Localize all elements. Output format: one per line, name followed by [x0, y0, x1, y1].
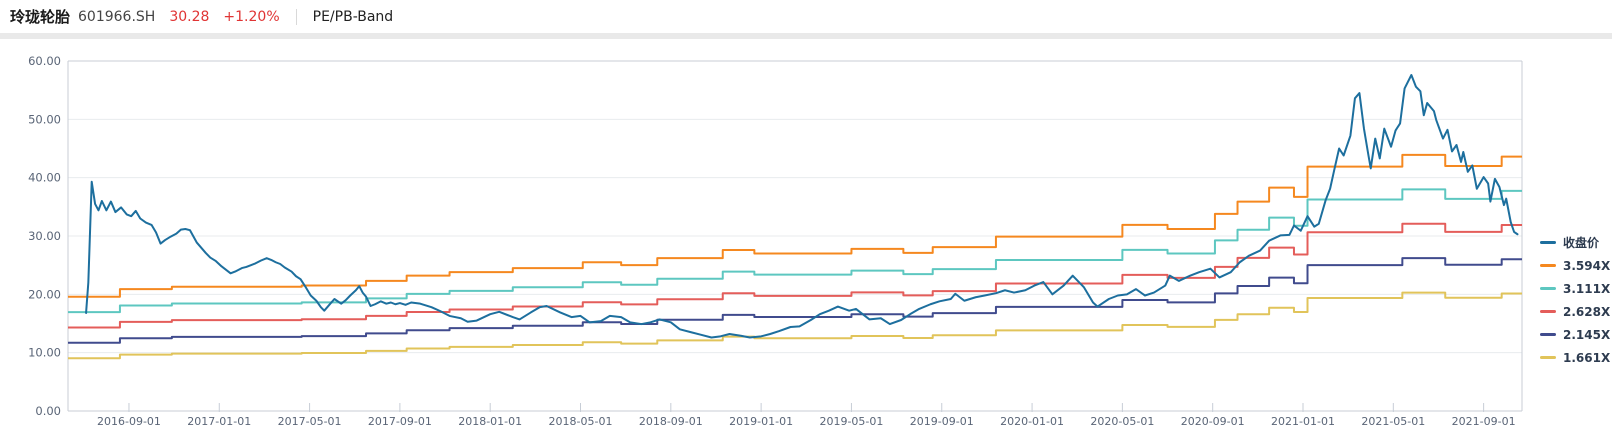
header-separator-band [0, 33, 1612, 39]
x-axis-tick-label: 2017-09-01 [368, 415, 432, 428]
stock-change-percent: +1.20% [223, 8, 280, 25]
x-axis-tick-label: 2020-01-01 [1000, 415, 1064, 428]
header-bar: 玲珑轮胎 601966.SH 30.28 +1.20% PE/PB-Band [0, 0, 1612, 33]
legend-item-band-4[interactable]: 1.661X [1540, 346, 1612, 369]
legend-item-close[interactable]: 收盘价 [1540, 231, 1612, 254]
x-axis-tick-label: 2021-09-01 [1452, 415, 1516, 428]
y-axis-tick-label: 30.00 [28, 229, 61, 243]
band-1661x-swatch [1540, 356, 1556, 359]
y-axis-tick-label: 60.00 [28, 54, 61, 68]
x-axis-tick-label: 2019-09-01 [910, 415, 974, 428]
x-axis-tick-label: 2020-05-01 [1090, 415, 1154, 428]
y-axis-tick-label: 0.00 [35, 404, 61, 418]
legend-item-band-3[interactable]: 2.145X [1540, 323, 1612, 346]
chart-legend: 收盘价 3.594X 3.111X 2.628X 2.145X 1.661X [1540, 231, 1612, 369]
pb-band-line-3.111X [68, 188, 1522, 314]
close-price-line [85, 74, 1519, 339]
pb-band-line-3.594X [68, 153, 1522, 298]
band-2628x-swatch [1540, 310, 1556, 313]
chart-canvas[interactable]: 0.00 10.00 20.00 30.00 40.00 50.00 60.00 2016-0… [0, 39, 1612, 443]
header-divider [295, 8, 297, 25]
x-axis-tick-label: 2017-05-01 [278, 415, 342, 428]
y-axis-tick-label: 40.00 [28, 171, 61, 185]
x-axis-tick-label: 2016-09-01 [97, 415, 161, 428]
chart-type-label: PE/PB-Band [312, 8, 394, 25]
y-axis-tick-label: 10.00 [28, 346, 61, 360]
stock-code: 601966.SH [78, 8, 156, 25]
x-axis-tick-label: 2018-01-01 [458, 415, 522, 428]
stock-price: 30.28 [169, 8, 210, 25]
x-axis-tick-label: 2021-05-01 [1361, 415, 1425, 428]
pe-pb-band-chart[interactable]: 0.00 10.00 20.00 30.00 40.00 50.00 60.00 2016-0… [0, 39, 1612, 443]
x-axis-tick-label: 2017-01-01 [187, 415, 251, 428]
y-axis-tick-label: 20.00 [28, 287, 61, 301]
stock-name: 玲珑轮胎 [10, 8, 71, 26]
x-axis-tick-label: 2018-05-01 [549, 415, 613, 428]
pb-band-line-1.661X [68, 291, 1522, 360]
legend-item-band-1[interactable]: 3.111X [1540, 277, 1612, 300]
y-axis-tick-label: 50.00 [28, 112, 61, 126]
close-line-swatch [1540, 241, 1556, 244]
legend-item-band-2[interactable]: 2.628X [1540, 300, 1612, 323]
pb-band-line-2.145X [68, 257, 1522, 344]
band-3594x-swatch [1540, 264, 1556, 267]
x-axis-tick-label: 2019-01-01 [729, 415, 793, 428]
legend-item-band-0[interactable]: 3.594X [1540, 254, 1612, 277]
band-2145x-swatch [1540, 333, 1556, 336]
pb-band-line-2.628X [68, 222, 1522, 329]
x-axis-tick-label: 2020-09-01 [1181, 415, 1245, 428]
band-3111x-swatch [1540, 287, 1556, 290]
x-axis-tick-label: 2021-01-01 [1271, 415, 1335, 428]
x-axis-tick-label: 2018-09-01 [639, 415, 703, 428]
x-axis-tick-label: 2019-05-01 [819, 415, 883, 428]
